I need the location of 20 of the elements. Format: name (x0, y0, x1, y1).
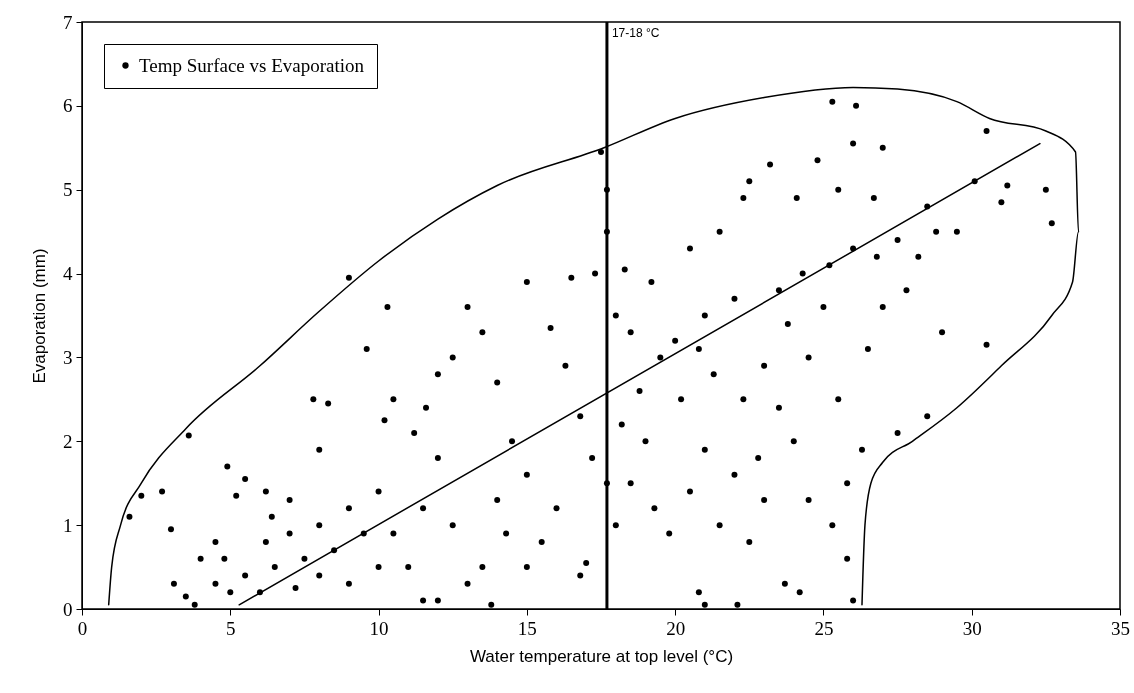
y-tick-label: 7 (63, 11, 73, 33)
x-tick-label: 25 (814, 617, 834, 639)
y-axis-title: Evaporation (mm) (30, 248, 49, 384)
ref-line-label: 17-18 °C (611, 26, 660, 40)
x-tick-label: 30 (962, 617, 982, 639)
y-tick-label: 5 (63, 179, 73, 201)
x-tick-label: 20 (666, 617, 686, 639)
legend-label: Temp Surface vs Evaporation (139, 54, 365, 76)
x-tick-label: 10 (369, 617, 389, 639)
y-tick-label: 2 (63, 430, 73, 452)
x-tick-label: 15 (517, 617, 537, 639)
y-tick-label: 0 (63, 598, 73, 620)
y-tick-label: 3 (63, 346, 73, 368)
x-axis-title: Water temperature at top level (°C) (469, 646, 734, 666)
x-tick-label: 35 (1111, 617, 1130, 639)
y-tick-label: 6 (63, 95, 73, 117)
y-tick-label: 4 (63, 263, 73, 285)
x-tick-label: 5 (226, 617, 236, 639)
y-tick-label: 1 (63, 514, 73, 536)
x-tick-label: 0 (77, 617, 88, 639)
